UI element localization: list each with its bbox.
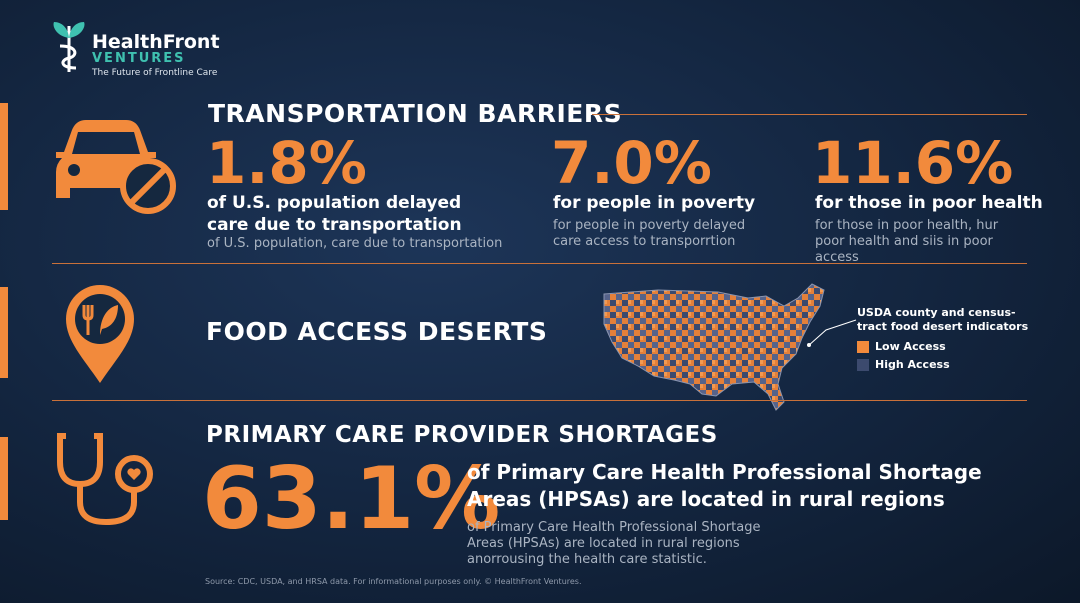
brand: HealthFront <box>92 31 220 53</box>
stat-value: 11.6% <box>812 129 1014 197</box>
stat-headline: of Primary Care Health Professional Shor… <box>467 460 982 511</box>
stat-detail: of U.S. population, care due to transpor… <box>207 236 503 251</box>
map-callout <box>807 319 857 347</box>
stat-value: 7.0% <box>551 129 712 197</box>
section-title: FOOD ACCESS DESERTS <box>206 317 548 346</box>
accent-bar <box>0 287 8 378</box>
pin-icon <box>66 285 134 383</box>
legend-label: High Access <box>875 358 950 371</box>
brand-sub: VENTURES <box>92 51 186 66</box>
us-map <box>603 283 825 411</box>
stat-headline: of U.S. population delayed care due to t… <box>207 193 462 235</box>
tagline: The Future of Frontline Care <box>92 68 218 78</box>
divider <box>592 114 1027 115</box>
accent-bar <box>0 437 8 520</box>
legend-label: Low Access <box>875 340 946 353</box>
section-title: PRIMARY CARE PROVIDER SHORTAGES <box>206 422 718 448</box>
divider <box>52 263 1027 264</box>
stethoscope-icon <box>57 433 153 526</box>
stat-detail: for people in poverty delayed care acces… <box>553 218 746 249</box>
stat-detail: of Primary Care Health Professional Shor… <box>467 520 761 567</box>
accent-bar <box>0 103 8 210</box>
divider <box>52 400 1027 401</box>
legend-title: USDA county and census-tract food desert… <box>857 306 1029 333</box>
stat-detail: for those in poor health, hur poor healt… <box>815 218 999 265</box>
footer: Source: CDC, USDA, and HRSA data. For in… <box>205 577 582 586</box>
legend-swatch <box>857 341 869 353</box>
legend-swatch <box>857 359 869 371</box>
car-icon <box>56 120 176 214</box>
stat-headline: for those in poor health <box>815 193 1043 213</box>
section-title: TRANSPORTATION BARRIERS <box>208 99 623 128</box>
stat-value: 63.1% <box>202 449 501 549</box>
stat-headline: for people in poverty <box>553 193 756 213</box>
stat-value: 1.8% <box>206 129 367 197</box>
logo <box>53 22 85 72</box>
